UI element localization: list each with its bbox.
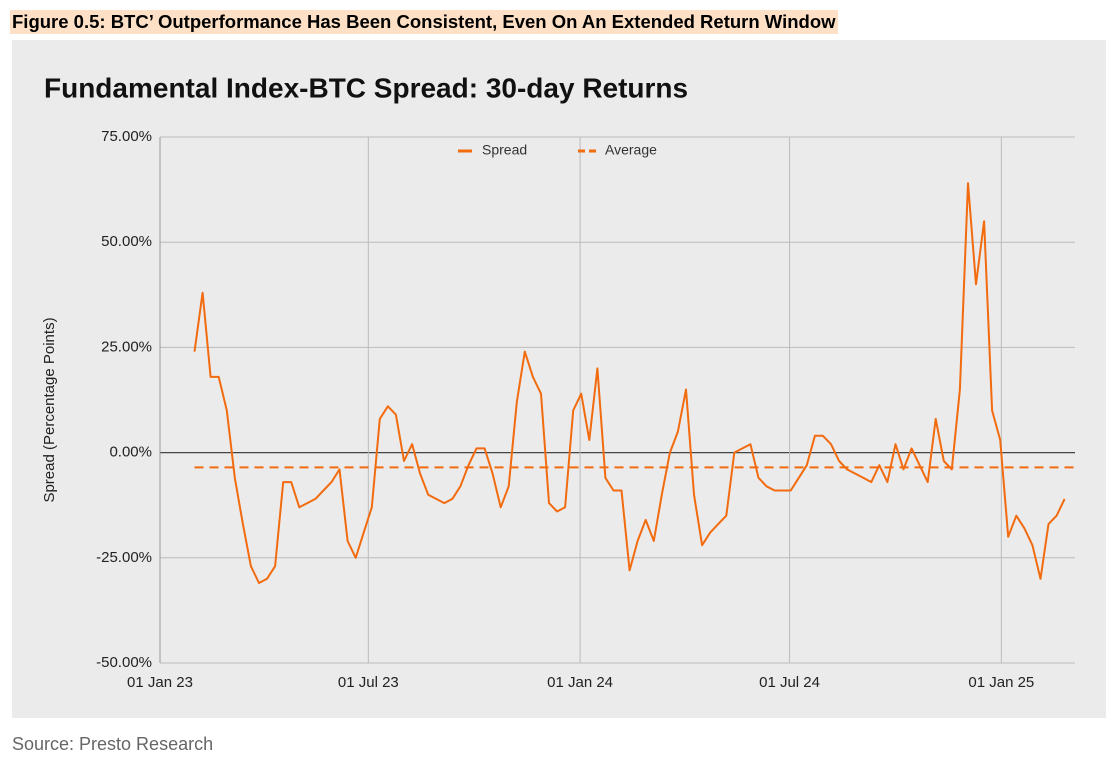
- source: Source: Presto Research: [12, 734, 214, 754]
- y-tick-label: -25.00%: [96, 549, 152, 566]
- y-tick-label: 25.00%: [101, 338, 152, 355]
- panel: [12, 40, 1106, 718]
- legend-label: Average: [605, 142, 657, 158]
- x-tick-label: 01 Jan 23: [127, 674, 193, 691]
- legend-label: Spread: [482, 142, 527, 158]
- x-tick-label: 01 Jul 23: [338, 674, 399, 691]
- chart-title: Fundamental Index-BTC Spread: 30-day Ret…: [44, 72, 688, 103]
- y-tick-label: 50.00%: [101, 233, 152, 250]
- x-tick-label: 01 Jan 25: [968, 674, 1034, 691]
- x-tick-label: 01 Jan 24: [547, 674, 613, 691]
- x-tick-label: 01 Jul 24: [759, 674, 820, 691]
- y-tick-label: 0.00%: [109, 444, 152, 461]
- y-tick-label: 75.00%: [101, 128, 152, 145]
- figure-title: Figure 0.5: BTC’ Outperformance Has Been…: [10, 10, 838, 34]
- y-axis-label: Spread (Percentage Points): [41, 317, 58, 502]
- spread-line: [193, 182, 1066, 584]
- y-tick-label: -50.00%: [96, 654, 152, 671]
